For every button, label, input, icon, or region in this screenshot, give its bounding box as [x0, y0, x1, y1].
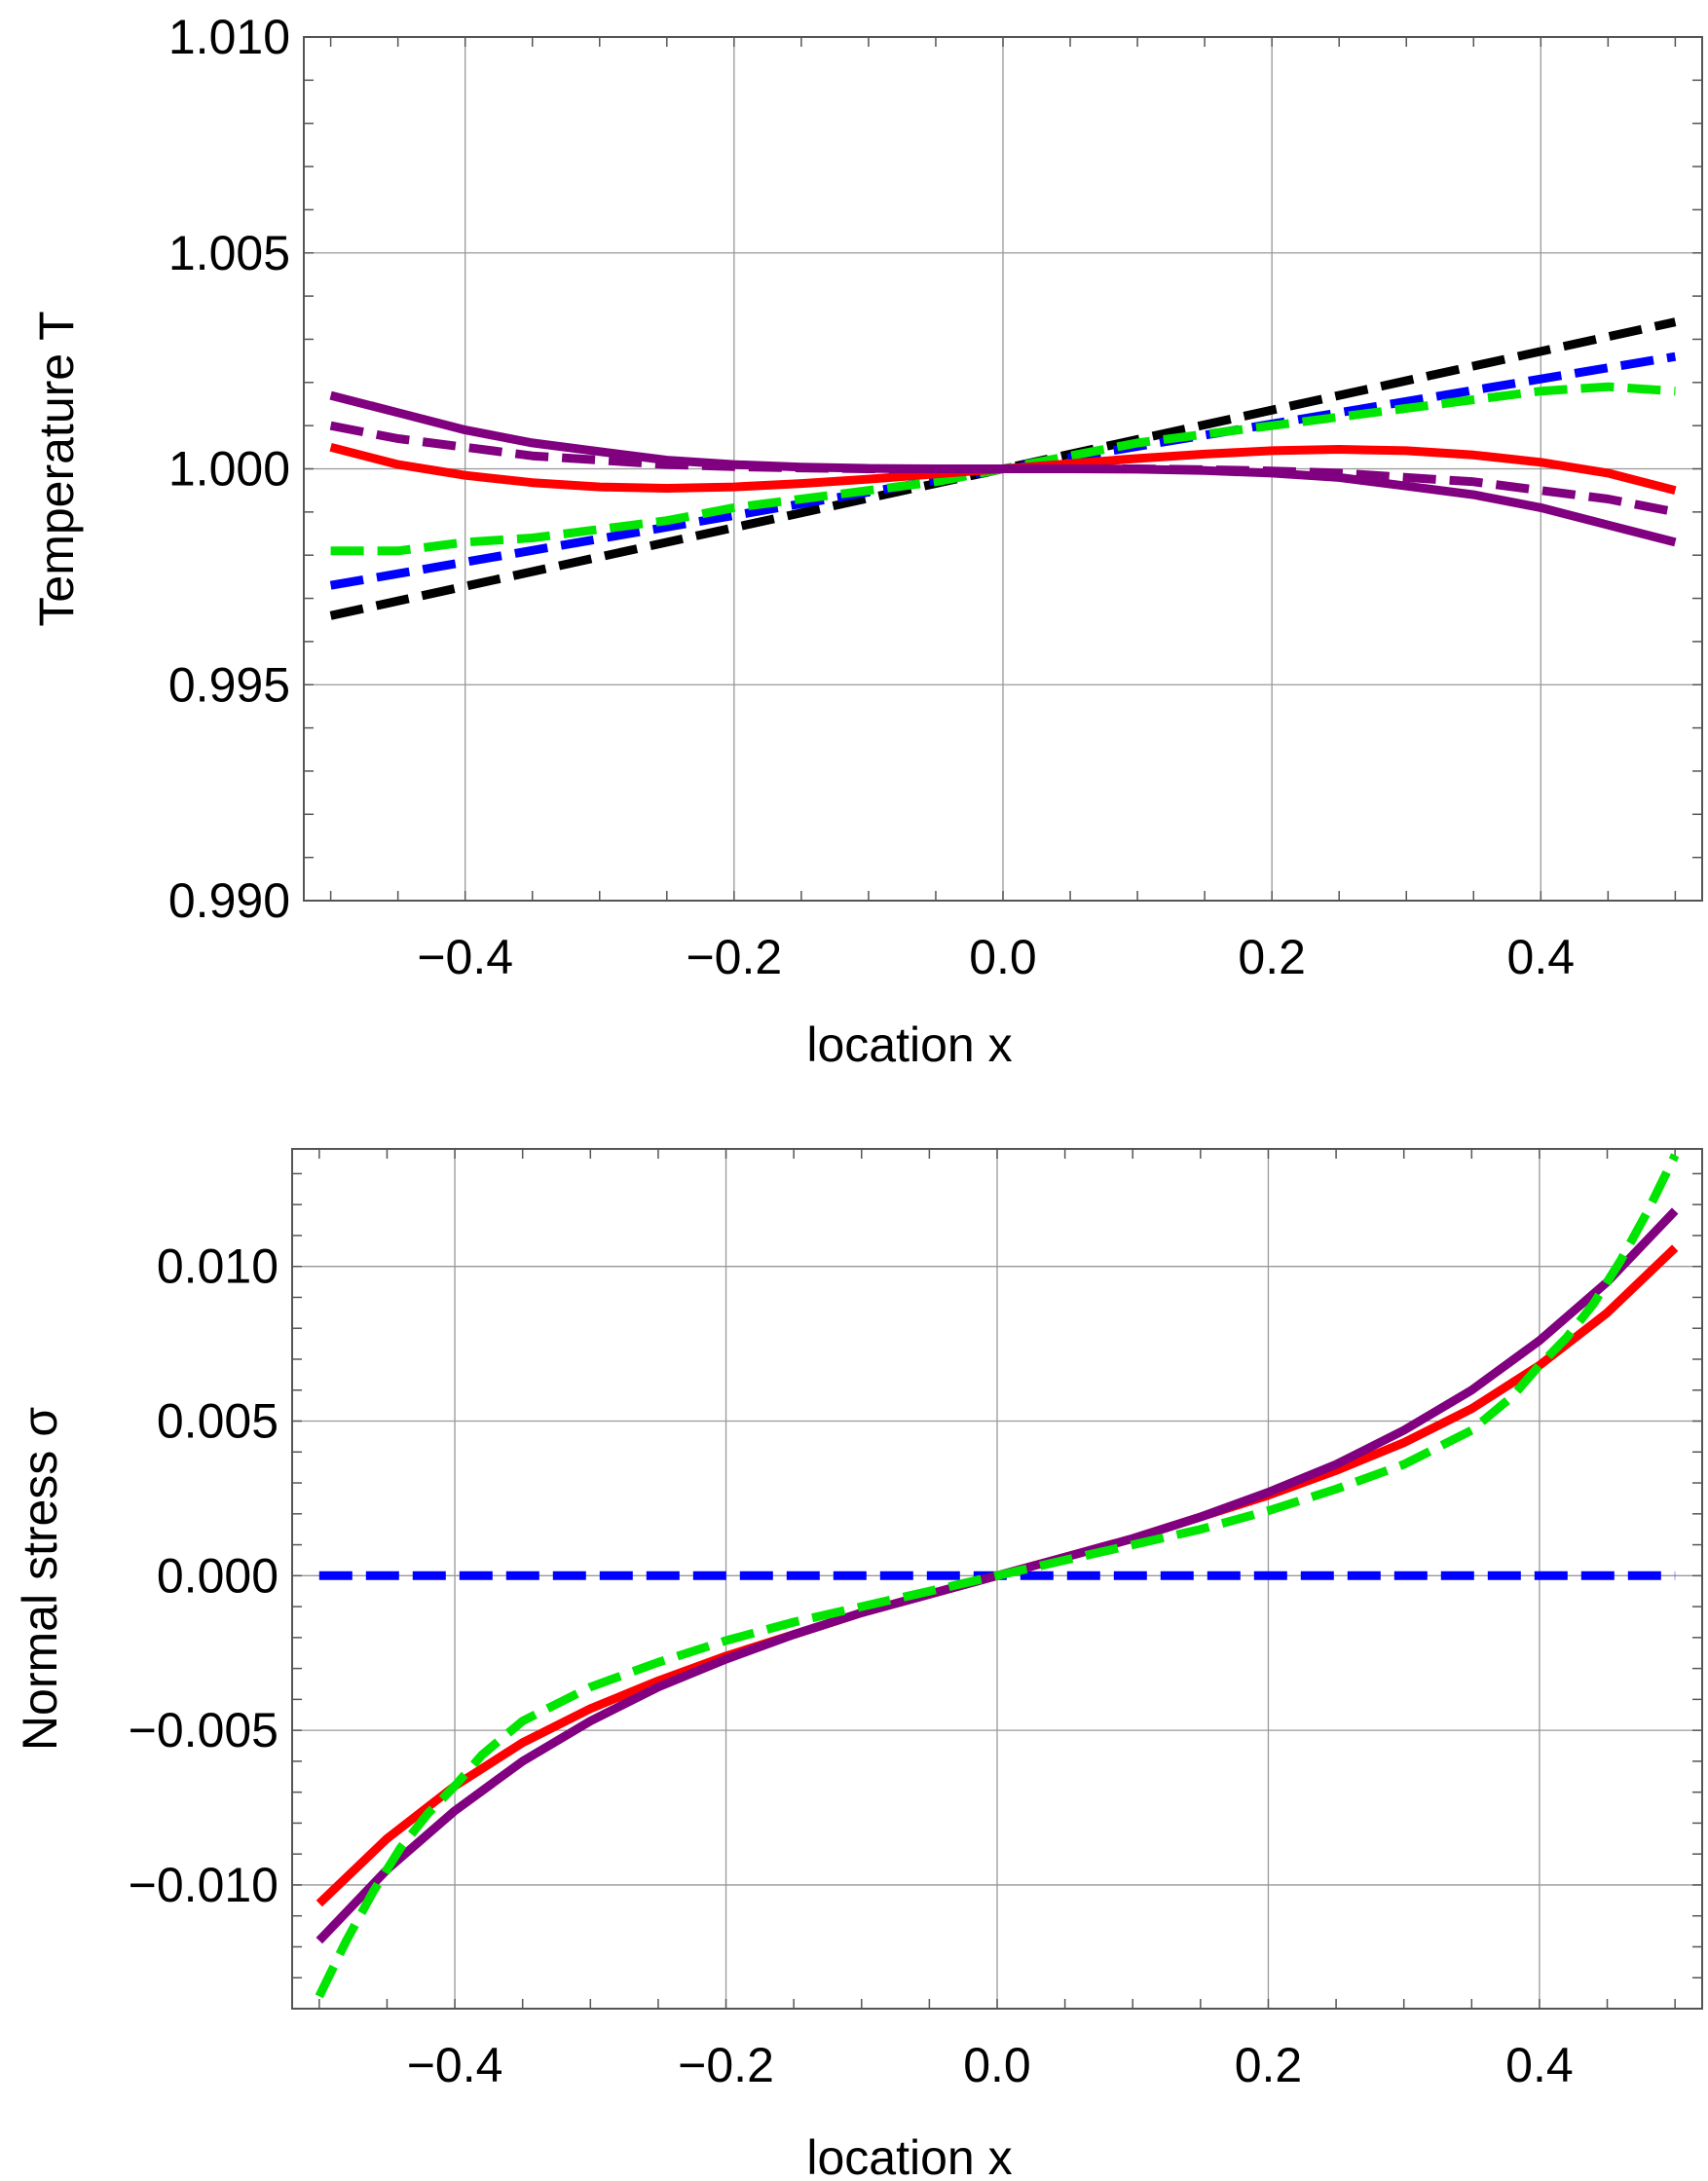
x-tick-label: 0.2 [1238, 930, 1306, 984]
normal-stress-panel: −0.4 −0.2 0.0 0.2 0.4 −0.010 −0.005 0.000 0.005 0… [13, 1148, 1703, 2181]
y-tick-label: 0.000 [157, 1548, 278, 1603]
x-tick-label: 0.0 [963, 2038, 1031, 2092]
y-tick-label: 1.005 [168, 226, 290, 280]
y-tick-label: 0.010 [157, 1239, 278, 1294]
y-axis-label: Temperature T [29, 311, 84, 626]
x-tick-label: −0.2 [678, 2038, 774, 2092]
series-line-black-dashed [329, 317, 1677, 620]
y-tick-label: 0.990 [168, 873, 290, 928]
x-tick-label: 0.0 [969, 930, 1037, 984]
series-line-purple-solid [329, 390, 1677, 547]
x-axis-label: location x [806, 1017, 1012, 1072]
x-tick-label: −0.4 [417, 930, 513, 984]
y-tick-label: 0.995 [168, 657, 290, 712]
x-tick-label: −0.4 [407, 2038, 503, 2092]
y-tick-label: 0.005 [157, 1394, 278, 1449]
x-tick-label: −0.2 [686, 930, 782, 984]
series-group [315, 1153, 1680, 1999]
x-axis-label: location x [806, 2130, 1012, 2181]
y-axis-label: Normal stress σ [13, 1407, 67, 1751]
series-line-green-dashed [315, 1153, 1680, 1999]
y-tick-label: 1.000 [168, 442, 290, 497]
x-tick-label: 0.2 [1235, 2038, 1303, 2092]
y-tick-label: −0.010 [129, 1858, 278, 1912]
series-group [329, 317, 1677, 620]
x-tick-label: 0.4 [1505, 2038, 1574, 2092]
y-tick-label: −0.005 [129, 1703, 278, 1757]
temperature-panel: −0.4 −0.2 0.0 0.2 0.4 0.990 0.995 1.000 1.005 1.0… [29, 10, 1703, 1072]
y-tick-label: 1.010 [168, 10, 290, 64]
x-tick-label: 0.4 [1507, 930, 1576, 984]
